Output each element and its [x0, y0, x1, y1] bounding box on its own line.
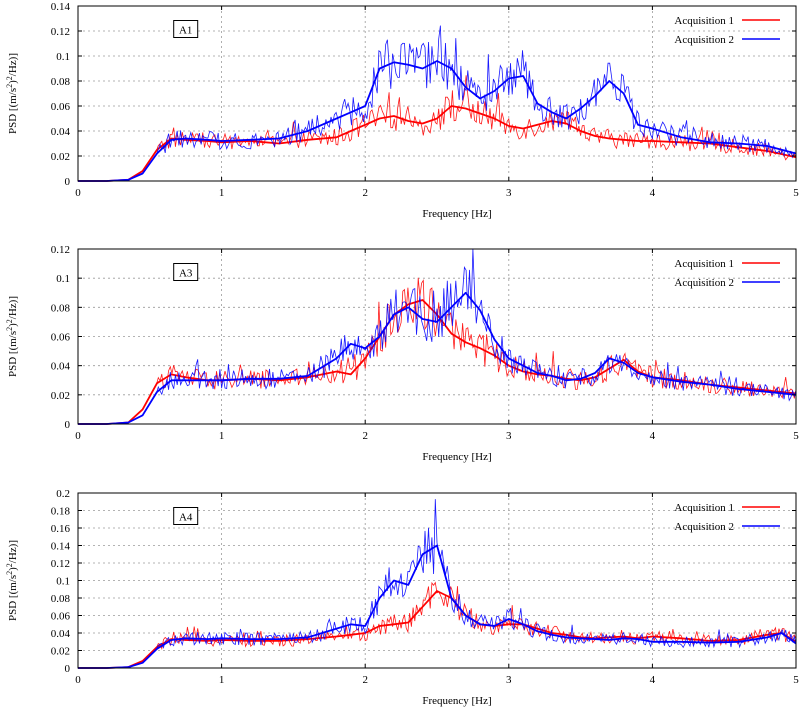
y-tick-label: 0.1	[56, 273, 70, 285]
y-tick-label: 0.08	[51, 76, 71, 88]
x-tick-label: 2	[362, 674, 368, 686]
y-tick-label: 0.08	[51, 593, 71, 605]
y-tick-label: 0	[65, 419, 71, 431]
x-tick-label: 4	[650, 187, 656, 199]
legend-label-2: Acquisition 2	[674, 34, 734, 46]
legend-label-1: Acquisition 1	[674, 502, 734, 514]
y-tick-label: 0.02	[51, 151, 70, 163]
x-tick-label: 3	[506, 674, 512, 686]
x-tick-label: 3	[506, 430, 512, 442]
x-tick-label: 5	[793, 187, 799, 199]
series-line-2	[78, 60, 797, 182]
y-tick-label: 0.12	[51, 558, 70, 570]
y-tick-label: 0.18	[51, 506, 71, 518]
y-tick-label: 0.06	[51, 101, 71, 113]
x-axis-label: Frequency [Hz]	[422, 451, 491, 463]
legend-label-2: Acquisition 2	[674, 521, 734, 533]
series-raw-1	[78, 277, 797, 425]
y-tick-label: 0.2	[56, 488, 70, 500]
y-tick-label: 0.16	[51, 523, 71, 535]
panel-tag: A3	[179, 268, 193, 280]
y-tick-label: 0.14	[51, 1, 71, 13]
x-tick-label: 1	[219, 187, 225, 199]
legend-label-2: Acquisition 2	[674, 277, 734, 289]
x-tick-label: 1	[219, 674, 225, 686]
x-tick-label: 0	[75, 674, 81, 686]
y-tick-label: 0.04	[51, 628, 71, 640]
panel-tag: A4	[179, 512, 193, 524]
y-tick-label: 0.04	[51, 361, 71, 373]
x-tick-label: 2	[362, 187, 368, 199]
x-tick-label: 5	[793, 430, 799, 442]
plot-frame	[77, 5, 797, 182]
chart-panel-A1: 0 1 2 3 4 5 0 0.02 0.04 0.06 0.08 0.1 0.12 0.14 Freque…	[5, 1, 800, 220]
x-tick-label: 0	[75, 430, 81, 442]
series-raw-1	[78, 581, 797, 669]
x-tick-label: 2	[362, 430, 368, 442]
panel-tag-box	[173, 263, 199, 281]
y-tick-label: 0.1	[56, 576, 70, 588]
y-tick-label: 0.1	[56, 51, 70, 63]
y-tick-label: 0.14	[51, 541, 71, 553]
y-tick-label: 0.02	[51, 646, 70, 658]
series-raw-2	[78, 25, 797, 182]
series-line-1	[78, 299, 797, 425]
legend-label-1: Acquisition 1	[674, 15, 734, 27]
x-tick-label: 1	[219, 430, 225, 442]
x-tick-label: 5	[793, 674, 799, 686]
y-axis-label: PSD [(m/s2)2/Hz)]	[5, 540, 20, 621]
series-line-1	[78, 105, 797, 182]
x-axis-label: Frequency [Hz]	[422, 695, 491, 707]
y-tick-label: 0	[65, 176, 71, 188]
y-axis-label: PSD [(m/s2)2/Hz)]	[5, 53, 20, 134]
y-tick-label: 0.06	[51, 332, 71, 344]
y-tick-label: 0.08	[51, 302, 71, 314]
y-tick-label: 0.12	[51, 244, 70, 256]
y-tick-label: 0.02	[51, 390, 70, 402]
y-tick-label: 0.04	[51, 126, 71, 138]
legend-label-1: Acquisition 1	[674, 258, 734, 270]
y-tick-label: 0.12	[51, 26, 70, 38]
series-raw-1	[78, 75, 797, 182]
series-raw-2	[78, 248, 797, 425]
panel-tag-box	[173, 20, 199, 38]
series-line-2	[78, 544, 797, 669]
y-axis-label: PSD [(m/s2)2/Hz)]	[5, 296, 20, 377]
series-line-1	[78, 590, 797, 669]
y-tick-label: 0.06	[51, 611, 71, 623]
x-tick-label: 4	[650, 430, 656, 442]
x-axis-label: Frequency [Hz]	[422, 208, 491, 220]
panel-tag-box	[173, 507, 199, 525]
chart-panel-A4: 0 1 2 3 4 5 0 0.02 0.04 0.06 0.08 0.1 0.12 0.14 0.16 0.…	[5, 488, 800, 707]
x-tick-label: 0	[75, 187, 81, 199]
x-tick-label: 4	[650, 674, 656, 686]
panel-tag: A1	[179, 25, 192, 37]
x-tick-label: 3	[506, 187, 512, 199]
chart-panel-A3: 0 1 2 3 4 5 0 0.02 0.04 0.06 0.08 0.1 0.12 Frequency …	[5, 244, 800, 463]
series-line-2	[78, 291, 797, 425]
y-tick-label: 0	[65, 663, 71, 675]
